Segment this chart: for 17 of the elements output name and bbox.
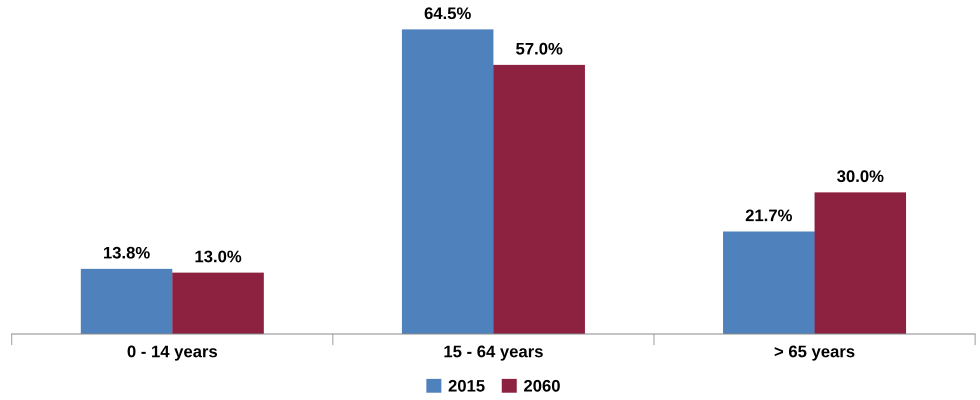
bar <box>723 232 815 334</box>
x-tick-label: 0 - 14 years <box>128 346 218 361</box>
bar <box>814 192 906 334</box>
bar <box>402 29 494 334</box>
bar <box>80 268 172 334</box>
data-label: 13.8% <box>104 246 150 259</box>
bar <box>493 64 585 334</box>
legend-label: 2015 <box>448 380 485 392</box>
bar <box>172 272 264 334</box>
data-label: 64.5% <box>424 7 471 20</box>
data-label: 21.7% <box>746 209 792 222</box>
x-tick-label: 15 - 64 years <box>444 346 543 361</box>
data-label: 30.0% <box>837 170 884 182</box>
legend-label: 2060 <box>524 380 560 392</box>
data-label: 57.0% <box>516 42 562 55</box>
x-tick-label: > 65 years <box>774 346 854 361</box>
data-label: 13.0% <box>195 250 242 262</box>
